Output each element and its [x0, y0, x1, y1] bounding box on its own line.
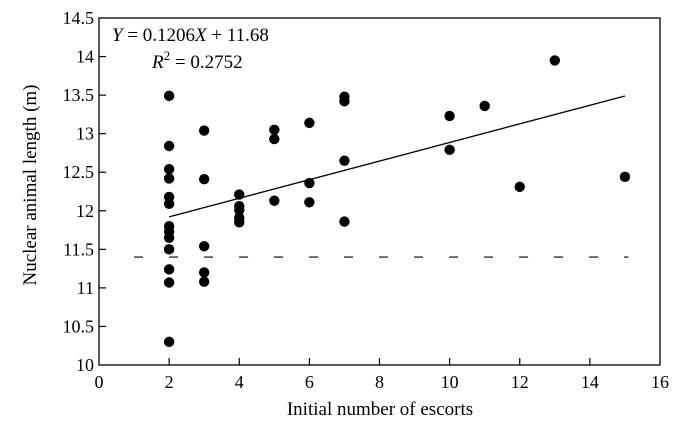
data-point	[269, 133, 280, 145]
r-squared-value: = 0.2752	[170, 52, 242, 73]
data-point	[163, 198, 175, 210]
y-tick-label: 14	[76, 47, 94, 67]
y-tick-label: 10	[76, 355, 94, 375]
data-point	[234, 189, 245, 200]
r-squared-exponent: 2	[164, 48, 171, 63]
data-point	[549, 55, 561, 66]
data-point	[479, 100, 490, 112]
regression-equation: Y = 0.1206X + 11.68	[112, 25, 269, 46]
regression-line	[168, 95, 626, 218]
data-point	[304, 177, 315, 189]
data-point	[198, 276, 210, 287]
r-squared-label: R2 = 0.2752	[151, 48, 243, 73]
data-point	[163, 264, 175, 275]
data-point	[304, 117, 315, 129]
x-tick-label: 8	[375, 372, 384, 392]
x-tick-label: 16	[651, 372, 669, 392]
x-axis-title: Initial number of escorts	[287, 399, 473, 420]
equation-coefficient: = 0.1206	[123, 25, 195, 46]
data-point	[163, 173, 175, 184]
y-tick-label: 13	[76, 124, 94, 144]
x-tick-label: 14	[581, 372, 599, 392]
y-tick-label: 10.5	[63, 316, 95, 336]
y-tick-label: 11.5	[63, 239, 94, 259]
equation-intercept: + 11.68	[207, 25, 269, 46]
data-point	[198, 267, 210, 278]
data-point	[234, 217, 245, 228]
x-tick-label: 2	[165, 372, 174, 392]
y-axis-ticks: 10 10.5 11 11.5 12 12.5 13 13.5 14 14.5	[63, 8, 106, 375]
data-point	[234, 204, 245, 216]
y-axis-title: Nuclear animal length (m)	[20, 84, 41, 285]
equation-y-symbol: Y	[112, 25, 125, 46]
equation-x-symbol: X	[194, 25, 208, 46]
data-point	[514, 181, 525, 193]
x-tick-label: 12	[511, 372, 529, 392]
data-point	[444, 144, 455, 156]
x-axis-ticks: 0 2 4 6 8 10 12 14 16	[95, 358, 669, 392]
data-point	[304, 197, 315, 208]
data-point	[163, 336, 175, 348]
data-point	[163, 163, 175, 175]
data-point	[198, 241, 210, 252]
data-point	[163, 244, 175, 255]
y-tick-label: 12.5	[63, 162, 95, 182]
y-tick-label: 11	[77, 278, 94, 298]
data-point	[269, 124, 280, 136]
y-tick-label: 13.5	[63, 85, 95, 105]
data-point	[619, 171, 631, 183]
data-points	[163, 55, 631, 348]
data-point	[163, 232, 175, 243]
data-point	[339, 216, 350, 227]
x-tick-label: 0	[95, 372, 104, 392]
y-tick-label: 14.5	[63, 8, 95, 28]
data-point	[163, 140, 175, 152]
y-tick-label: 12	[76, 201, 94, 221]
data-point	[163, 277, 175, 288]
data-point	[444, 110, 455, 122]
data-point	[163, 90, 175, 102]
x-tick-label: 6	[305, 372, 314, 392]
data-point	[339, 155, 350, 166]
x-tick-label: 4	[235, 372, 244, 392]
data-point	[198, 125, 210, 136]
data-point	[339, 96, 350, 107]
r-squared-symbol: R	[151, 52, 164, 73]
x-tick-label: 10	[441, 372, 459, 392]
data-point	[269, 195, 280, 206]
data-point	[198, 173, 210, 185]
